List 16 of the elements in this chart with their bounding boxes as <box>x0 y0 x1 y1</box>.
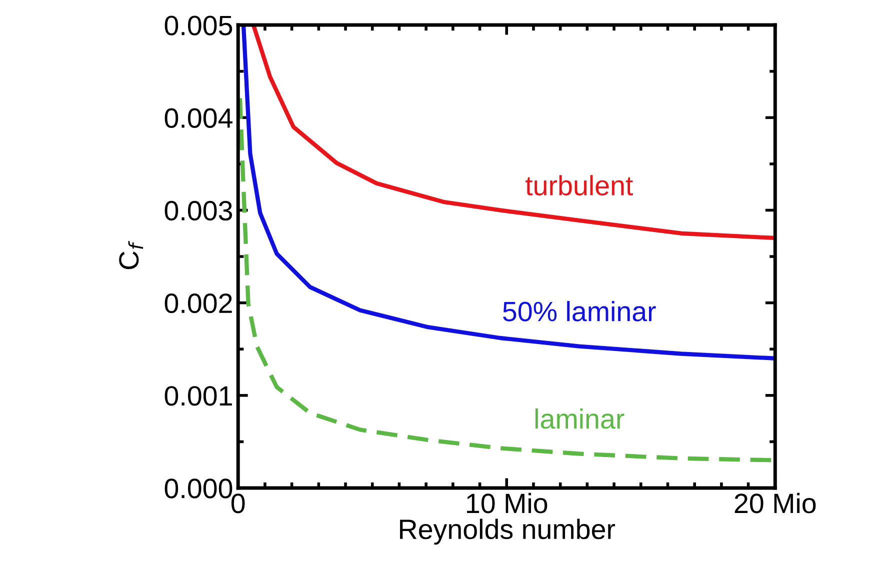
x-axis-title: Reynolds number <box>400 518 616 545</box>
y-tick-label: 0.004 <box>164 108 232 128</box>
x-tick-label: 0 <box>231 494 245 514</box>
y-axis-title: C$_{f}$ <box>119 240 144 270</box>
series-label: laminar <box>535 408 624 429</box>
x-tick-label: 20 Mio <box>734 492 816 514</box>
series-label: turbulent <box>526 175 633 196</box>
series-label: 50% laminar <box>503 300 656 322</box>
line-series <box>251 25 776 240</box>
y-tick-label: 0.000 <box>164 478 232 498</box>
y-tick-label: 0.002 <box>164 293 232 314</box>
line-series <box>241 25 776 360</box>
y-tick-label: 0.005 <box>164 16 232 36</box>
x-tick-label: 10 Mio <box>467 492 548 514</box>
y-tick-label: 0.001 <box>164 386 232 406</box>
y-tick-label: 0.003 <box>164 200 232 221</box>
